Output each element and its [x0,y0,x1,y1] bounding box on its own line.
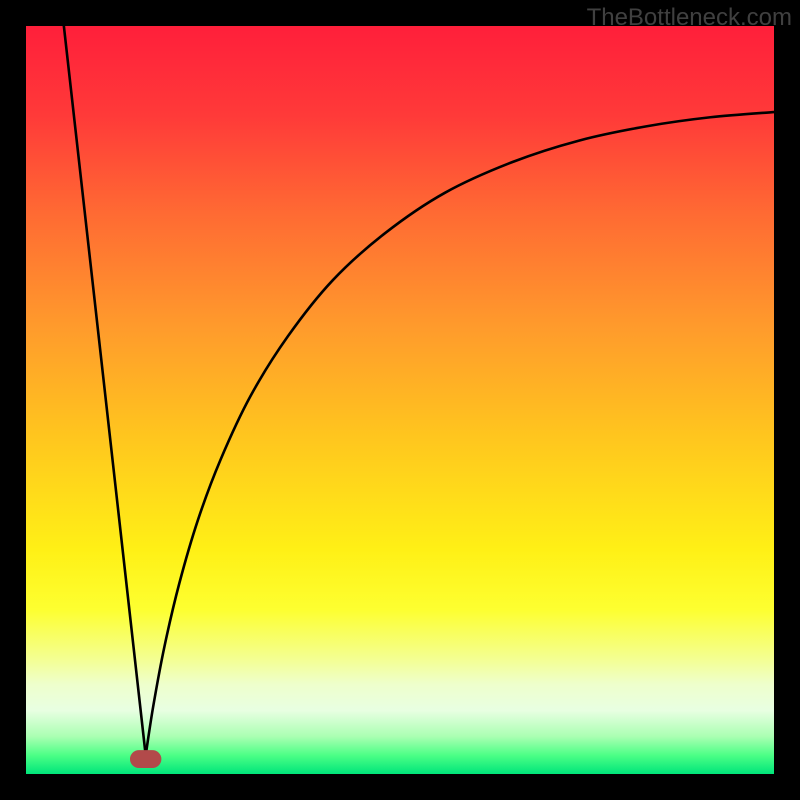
watermark: TheBottleneck.com [587,4,792,32]
bottleneck-chart: TheBottleneck.com [0,0,800,800]
minimum-marker [130,750,161,768]
plot-background [26,26,774,774]
chart-svg [0,0,800,800]
